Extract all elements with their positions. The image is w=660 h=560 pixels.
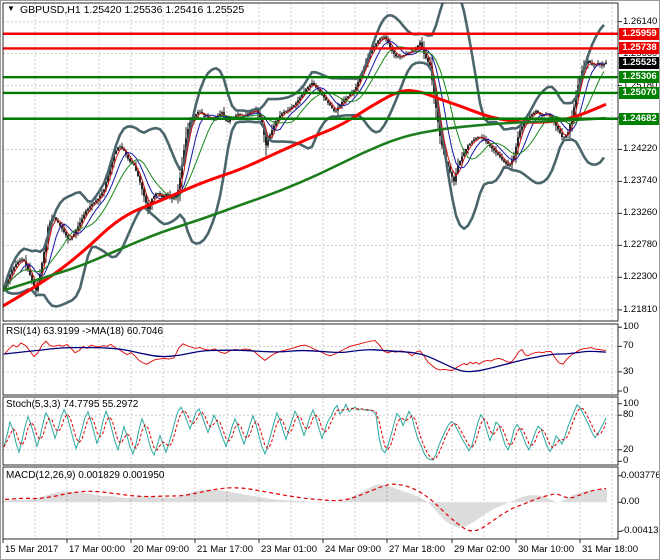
macd-tick-label: 0.003776 [621,469,660,481]
chart-title: GBPUSD,H1 1.25420 1.25536 1.25416 1.2552… [20,4,245,16]
price-tick-label: 1.25180 [623,79,658,91]
stochastic-pane-series [3,403,607,461]
rsi-tick-label: 0 [623,385,629,396]
symbol-dropdown-icon[interactable]: ▼ [7,4,15,13]
current-price-badge: 1.25525 [619,56,659,69]
price-level-badge: 1.25959 [619,27,659,40]
macd-signal-line [4,483,607,532]
macd-indicator-label: MACD(12,26,9) 0.001829 0.001950 [6,470,165,481]
macd-tick-label: -0.004133 [621,525,660,537]
macd-tick-label: 0.00 [621,496,640,508]
rsi-tick-label: 100 [623,321,639,333]
time-axis-label: 21 Mar 17:00 [197,544,253,555]
candlestick-series [3,33,607,297]
stochastic-indicator-label: Stoch(5,3,3) 74.7795 55.2972 [6,399,139,410]
price-level-badge: 1.25070 [619,86,659,99]
macd-pane-series [3,483,607,532]
fast-moving-averages [3,37,605,289]
time-axis-label: 24 Mar 09:00 [325,544,381,555]
time-axis-label: 23 Mar 01:00 [261,544,317,555]
rsi-ma-line [3,346,607,373]
ma-slow-green-line [3,116,607,293]
time-axis-label: 15 Mar 2017 [5,544,59,555]
price-level-badge: 1.25306 [619,71,659,84]
time-axis-label: 27 Mar 18:00 [389,544,445,555]
rsi-tick-label: 70 [623,340,634,352]
time-axis-label: 29 Mar 02:00 [454,544,510,555]
stoch-d-line [3,407,607,460]
stoch-tick-label: 100 [623,397,639,409]
price-level-badge: 1.25738 [619,42,659,55]
stoch-tick-label: 20 [623,443,634,455]
bollinger-bands [3,3,606,308]
price-tick-label: 1.21810 [623,303,658,315]
stoch-tick-label: 0 [623,455,629,467]
rsi-pane-series [3,340,607,373]
time-axis-label: 17 Mar 00:00 [69,544,125,555]
time-axis-label: 20 Mar 09:00 [133,544,189,555]
price-tick-label: 1.26140 [623,15,658,27]
price-tick-label: 1.24220 [623,143,658,155]
stoch-k-line [3,403,607,461]
time-axis-label: 31 Mar 18:00 [582,544,638,555]
price-tick-label: 1.23260 [623,207,658,219]
price-tick-label: 1.22780 [623,239,658,251]
rsi-indicator-label: RSI(14) 63.9199 ->MA(18) 60.7046 [6,326,164,337]
stoch-tick-label: 80 [623,409,634,421]
slow-moving-averages [3,88,607,308]
time-axis-label: 30 Mar 10:00 [518,544,574,555]
rsi-tick-label: 30 [623,365,634,377]
price-level-badge: 1.24682 [619,112,659,125]
price-tick-label: 1.23740 [623,175,658,187]
price-tick-label: 1.22300 [623,271,658,283]
